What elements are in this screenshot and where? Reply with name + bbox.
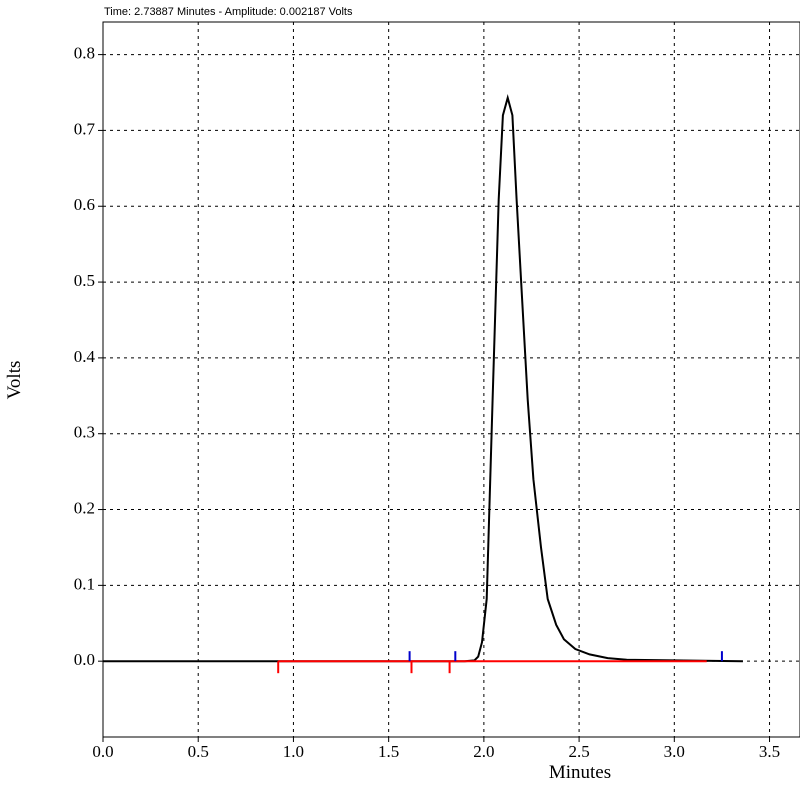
x-tick-label: 2.5 — [568, 742, 589, 761]
x-tick-label: 3.5 — [759, 742, 780, 761]
y-tick-label: 0.0 — [74, 650, 95, 669]
y-tick-label: 0.4 — [74, 347, 96, 366]
x-tick-label: 1.5 — [378, 742, 399, 761]
y-axis-label: Volts — [4, 361, 25, 400]
y-tick-label: 0.5 — [74, 271, 95, 290]
x-tick-label: 0.0 — [92, 742, 113, 761]
y-tick-label: 0.1 — [74, 574, 95, 593]
y-tick-label: 0.7 — [74, 119, 96, 138]
x-tick-label: 3.0 — [664, 742, 685, 761]
x-tick-label: 2.0 — [473, 742, 494, 761]
x-tick-label: 1.0 — [283, 742, 304, 761]
x-axis-label: Minutes — [549, 762, 611, 783]
y-tick-label: 0.6 — [74, 195, 95, 214]
status-header: Time: 2.73887 Minutes - Amplitude: 0.002… — [104, 6, 353, 18]
y-tick-label: 0.3 — [74, 423, 95, 442]
y-tick-label: 0.2 — [74, 498, 95, 517]
y-tick-label: 0.8 — [74, 44, 95, 63]
plot-frame — [102, 21, 800, 738]
trace — [103, 93, 743, 663]
x-tick-label: 0.5 — [188, 742, 209, 761]
